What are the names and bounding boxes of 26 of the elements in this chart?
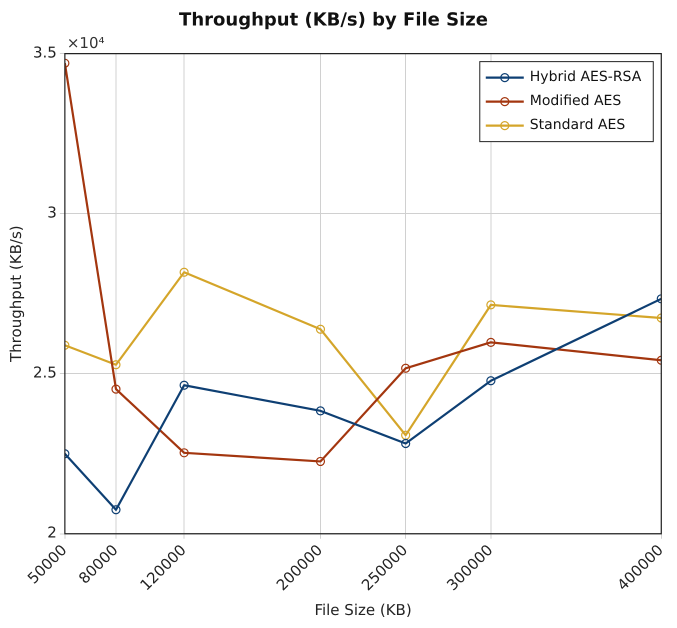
point (486, 300, 496, 310)
point (486, 338, 496, 347)
point (401, 430, 410, 440)
point (111, 384, 121, 394)
point (111, 360, 121, 370)
y-tick-label: 2 (47, 524, 57, 542)
legend-label: Standard AES (530, 117, 626, 134)
point (401, 438, 410, 448)
chart-title: Throughput (KB/s) by File Size (179, 9, 488, 30)
y-tick-label: 3 (47, 204, 57, 222)
point (180, 380, 189, 390)
y-tick-label: 2.5 (32, 364, 57, 382)
point (180, 448, 189, 458)
legend-label: Hybrid AES-RSA (530, 69, 642, 86)
point (316, 406, 326, 416)
point (111, 505, 121, 514)
y-axis-title: Throughput (KB/s) (6, 225, 25, 363)
point (486, 376, 496, 386)
legend-label: Modified AES (530, 93, 622, 110)
point (180, 268, 189, 277)
point (401, 364, 410, 373)
point (316, 456, 326, 466)
text: ×10⁴ (66, 34, 105, 52)
point (316, 324, 326, 334)
x-axis-title: File Size (KB) (314, 600, 412, 619)
y-tick-label: 3.5 (32, 43, 57, 62)
